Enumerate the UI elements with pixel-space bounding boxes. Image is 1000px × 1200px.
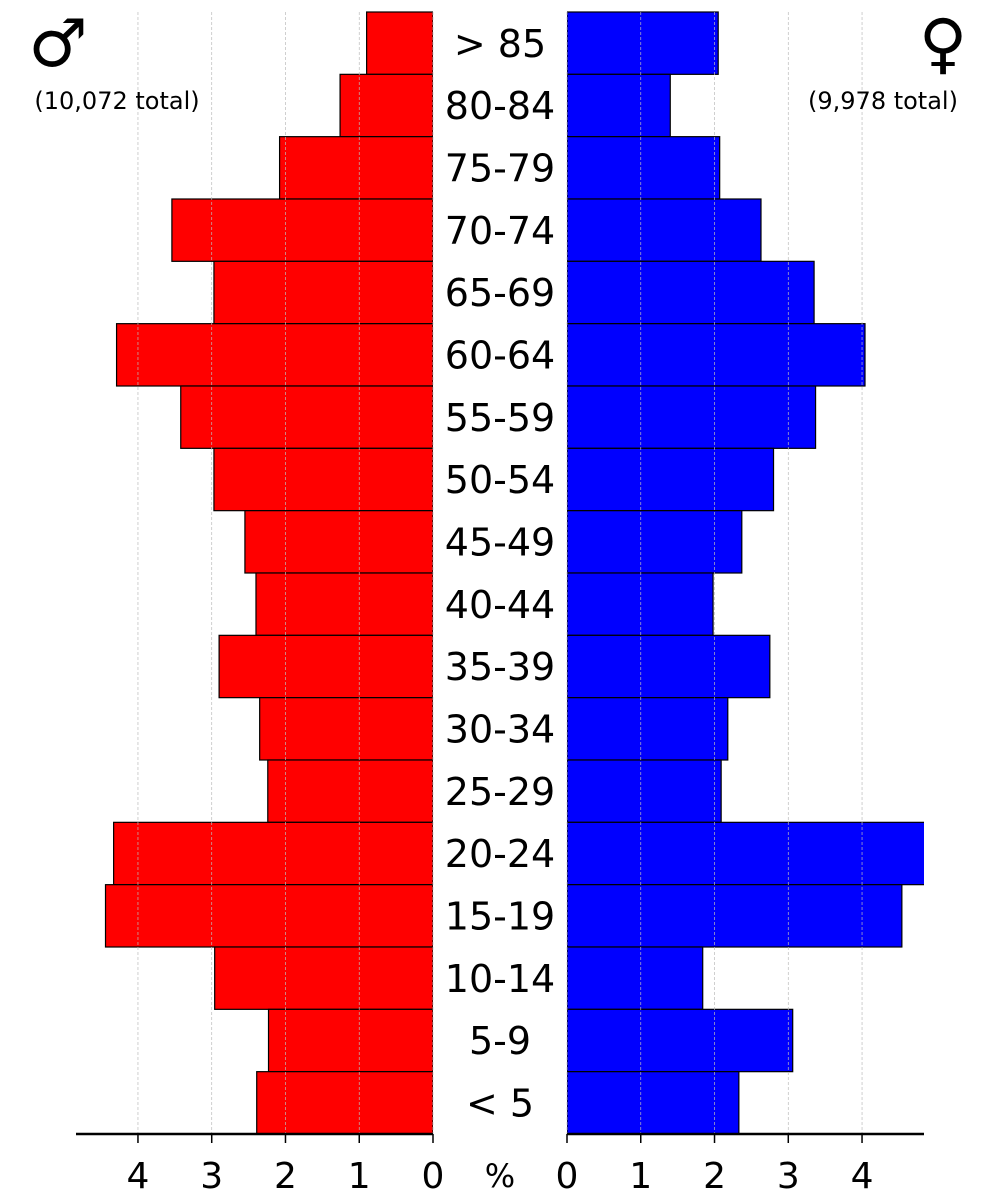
- x-tick-label: 0: [556, 1156, 579, 1197]
- category-label: 5-9: [469, 1019, 531, 1063]
- category-label: 30-34: [445, 707, 555, 751]
- bar: [339, 73, 433, 138]
- bar: [567, 697, 729, 761]
- x-tick-label: 3: [777, 1156, 800, 1197]
- bar: [567, 946, 704, 1010]
- category-label: > 85: [454, 22, 546, 66]
- x-tick-label: 2: [703, 1156, 726, 1197]
- bar: [115, 323, 433, 387]
- legend-total: (9,978 total): [808, 87, 958, 115]
- bar: [213, 447, 433, 512]
- bar: [267, 759, 433, 823]
- x-tick-label: 2: [274, 1156, 297, 1197]
- bar: [255, 572, 433, 636]
- category-label: 80-84: [445, 84, 555, 128]
- bar: [113, 821, 433, 886]
- category-label: < 5: [466, 1081, 534, 1125]
- category-label: 70-74: [445, 209, 555, 253]
- bar: [214, 946, 433, 1010]
- bar: [567, 385, 817, 449]
- bar: [567, 1071, 740, 1134]
- bar: [567, 634, 771, 699]
- bar: [567, 759, 722, 823]
- legend-total: (10,072 total): [34, 87, 199, 115]
- x-tick-label: 4: [851, 1156, 874, 1197]
- category-label: 75-79: [445, 146, 555, 190]
- bar: [256, 1071, 433, 1134]
- category-label: 55-59: [445, 396, 555, 440]
- bar: [567, 884, 903, 948]
- bar: [567, 821, 924, 886]
- bars: [104, 11, 433, 1134]
- bar: [244, 510, 433, 574]
- bar: [567, 572, 714, 636]
- bar: [567, 260, 815, 325]
- x-tick-label: 1: [629, 1156, 652, 1197]
- category-label: 60-64: [445, 333, 555, 377]
- legend-symbol: ♂: [28, 5, 87, 82]
- category-label: 45-49: [445, 520, 555, 564]
- bar: [567, 198, 762, 262]
- category-label: 20-24: [445, 832, 555, 876]
- bar: [278, 136, 433, 200]
- bar: [567, 1008, 794, 1073]
- bar: [567, 136, 721, 200]
- category-label: 15-19: [445, 894, 555, 938]
- x-tick-label: 4: [127, 1156, 150, 1197]
- category-label: 10-14: [445, 957, 555, 1001]
- bar: [213, 260, 433, 325]
- bar: [567, 510, 743, 574]
- bar: [267, 1008, 433, 1073]
- category-label: 40-44: [445, 583, 555, 627]
- legend-symbol: ♀: [919, 5, 967, 82]
- bar: [218, 634, 433, 699]
- bar: [567, 73, 671, 138]
- bars: [567, 11, 924, 1134]
- bar: [567, 323, 866, 387]
- category-label: 50-54: [445, 458, 555, 502]
- bar: [567, 11, 719, 75]
- bar: [104, 884, 433, 948]
- x-tick-label: 0: [422, 1156, 445, 1197]
- bar: [171, 198, 433, 262]
- bar: [366, 11, 433, 75]
- x-tick-label: 1: [348, 1156, 371, 1197]
- x-tick-label: 3: [200, 1156, 223, 1197]
- category-label: 35-39: [445, 645, 555, 689]
- bar: [567, 447, 775, 512]
- x-axis-label: %: [485, 1157, 515, 1195]
- bar: [259, 697, 433, 761]
- bar: [180, 385, 433, 449]
- category-label: 65-69: [445, 271, 555, 315]
- category-label: 25-29: [445, 770, 555, 814]
